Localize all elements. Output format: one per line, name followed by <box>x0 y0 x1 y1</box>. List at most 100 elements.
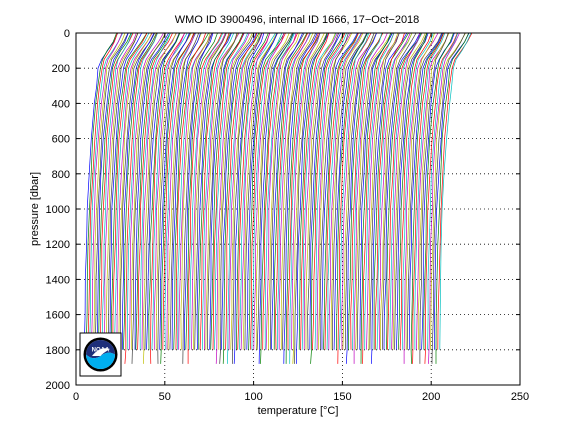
profile-line <box>182 33 213 364</box>
profile-line <box>157 33 191 364</box>
profile-line <box>255 33 290 350</box>
profile-line <box>391 33 421 350</box>
profile-line <box>187 33 223 364</box>
logo-text: NOAA <box>92 348 110 354</box>
profile-line <box>233 33 265 364</box>
profile-line <box>225 33 258 350</box>
profile-line <box>175 33 207 350</box>
profile-line <box>218 33 253 350</box>
x-tick-label: 0 <box>73 391 79 403</box>
profile-line <box>402 33 434 350</box>
profile-line <box>318 33 353 350</box>
profile-line <box>278 33 311 350</box>
profile-line <box>309 33 342 350</box>
profile-line <box>164 33 197 350</box>
profile-line <box>237 33 271 350</box>
profile-line <box>178 33 213 350</box>
profile-line <box>129 33 164 350</box>
profile-line <box>131 33 166 364</box>
chart-title: WMO ID 3900496, internal ID 1666, 17−Oct… <box>175 14 420 26</box>
profile-line <box>394 33 428 350</box>
profile-line <box>437 33 473 350</box>
profile-line <box>213 33 249 350</box>
profile-line <box>89 33 124 350</box>
profile-line <box>96 33 129 350</box>
profile-line <box>193 33 227 350</box>
profile-line <box>123 33 157 350</box>
profile-line <box>398 33 428 350</box>
profile-line <box>150 33 186 364</box>
profile-line <box>348 33 383 350</box>
profile-line <box>430 33 466 350</box>
profile-line <box>135 33 171 350</box>
profile-line <box>109 33 143 350</box>
profile-line <box>210 33 244 350</box>
profile-line <box>319 33 349 350</box>
profile-line <box>202 33 235 350</box>
profile-line <box>328 33 363 350</box>
profile-line <box>316 33 351 350</box>
profile-line <box>153 33 185 350</box>
profile-line <box>98 33 132 350</box>
profile-line <box>199 33 230 350</box>
profile-line <box>292 33 325 364</box>
profile-line <box>410 33 444 364</box>
profile-line <box>262 33 298 350</box>
profile-line <box>159 33 190 350</box>
profile-line <box>230 33 261 350</box>
profile-line <box>417 33 450 350</box>
profile-line <box>162 33 195 350</box>
profile-line <box>421 33 455 350</box>
profile-line <box>345 33 377 364</box>
profile-line <box>312 33 346 350</box>
profile-line <box>364 33 395 350</box>
logo-top-half <box>86 340 115 359</box>
profile-line <box>207 33 238 350</box>
profile-line <box>268 33 300 350</box>
profile-line <box>101 33 133 350</box>
y-tick-label: 1400 <box>46 274 70 286</box>
profile-line <box>240 33 271 350</box>
x-tick-label: 150 <box>333 391 351 403</box>
profile-line <box>362 33 395 364</box>
profile-line <box>191 33 226 350</box>
profile-line <box>124 33 158 364</box>
profile-line <box>253 33 285 350</box>
profile-line <box>350 33 384 350</box>
profile-line <box>122 33 155 350</box>
profile-line <box>428 33 460 364</box>
x-tick-label: 100 <box>244 391 262 403</box>
profile-line <box>271 33 304 350</box>
profile-line <box>355 33 392 350</box>
profile-line <box>85 33 117 350</box>
profile-line <box>205 33 239 350</box>
profile-line <box>275 33 309 350</box>
profile-line <box>280 33 314 350</box>
profile-line <box>298 33 328 350</box>
x-axis-label: temperature [°C] <box>258 405 339 417</box>
profile-line <box>396 33 429 350</box>
profile-line <box>341 33 377 350</box>
profile-line <box>419 33 449 364</box>
profile-line <box>338 33 370 350</box>
profile-line <box>239 33 276 350</box>
x-tick-label: 250 <box>511 391 529 403</box>
profile-line <box>112 33 148 350</box>
profile-line <box>305 33 336 350</box>
profile-line <box>251 33 283 350</box>
profile-line <box>287 33 319 350</box>
profile-line <box>215 33 250 364</box>
profile-line <box>256 33 293 350</box>
profile-line <box>423 33 454 350</box>
profile-line <box>424 33 458 364</box>
profile-line <box>386 33 422 350</box>
profile-line <box>383 33 421 350</box>
profile-line <box>264 33 295 350</box>
profile-line <box>380 33 413 350</box>
profile-line <box>336 33 369 350</box>
profile-line <box>283 33 318 364</box>
profile-line <box>118 33 153 350</box>
profile-line <box>151 33 188 350</box>
